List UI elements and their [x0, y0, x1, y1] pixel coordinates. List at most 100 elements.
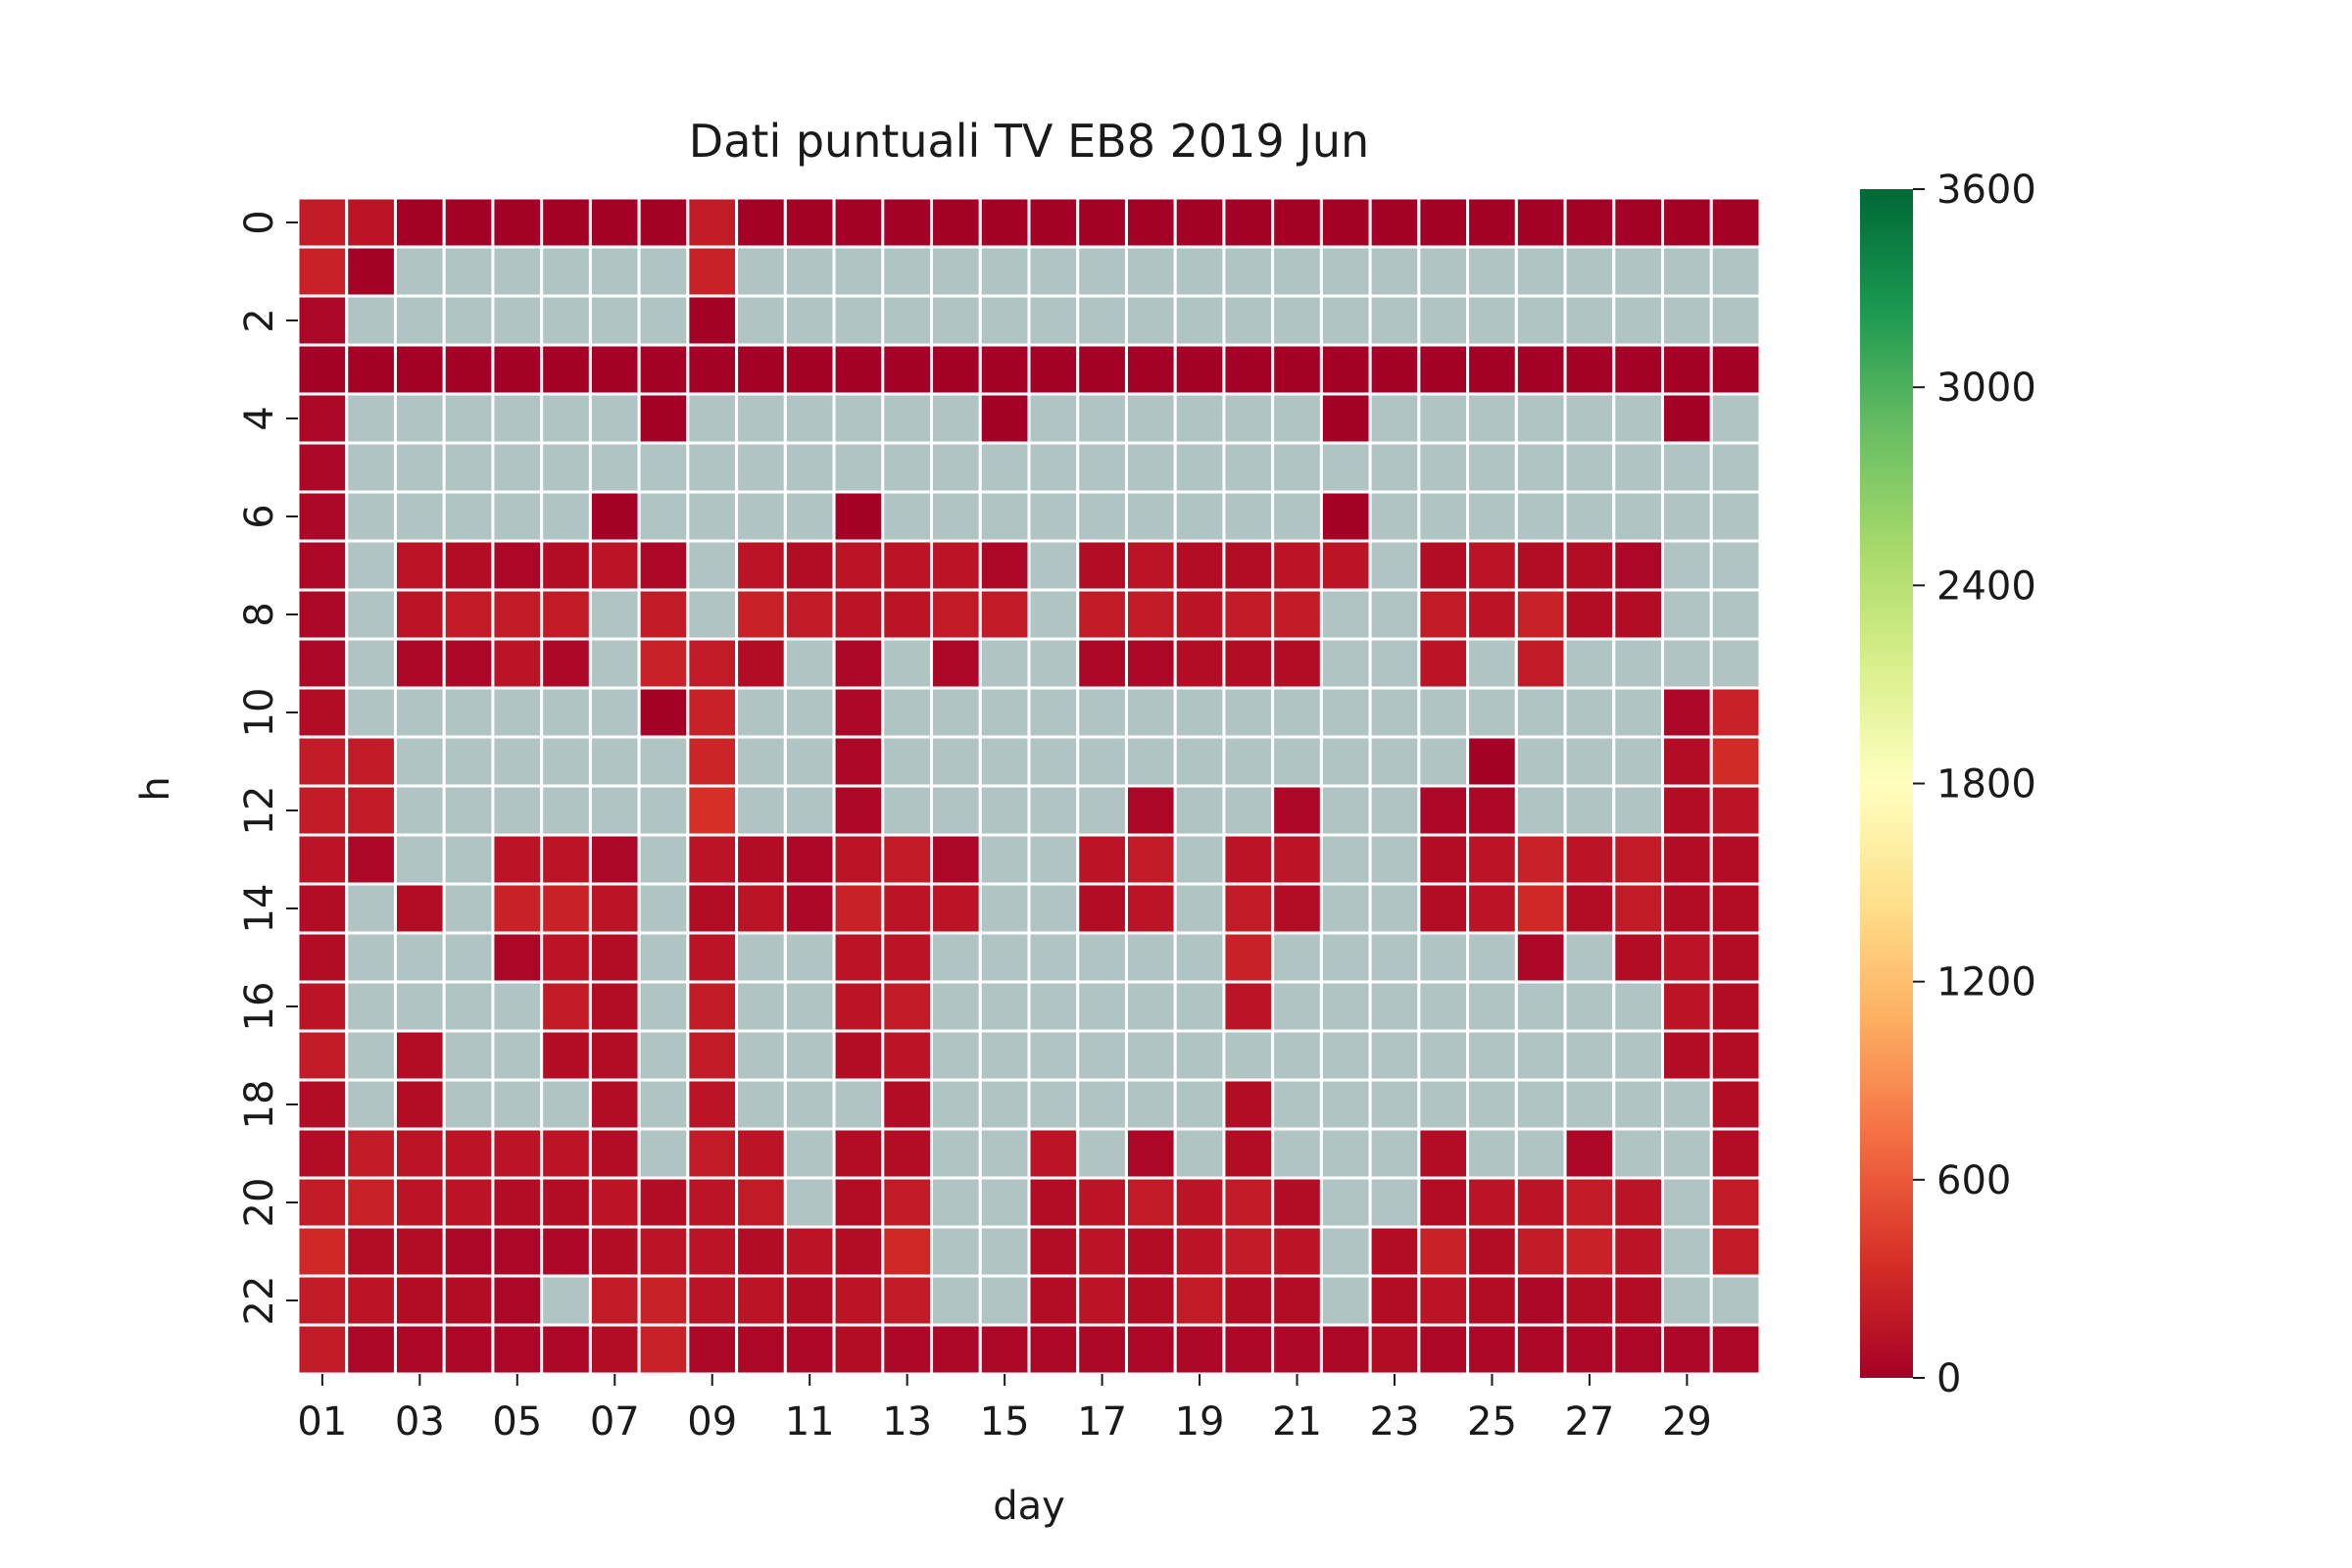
heatmap-cell: [1173, 343, 1226, 396]
heatmap-cell: [930, 1274, 982, 1327]
heatmap-cell: [881, 245, 934, 298]
heatmap-cell: [1466, 1127, 1518, 1180]
heatmap-cell: [1027, 1078, 1080, 1131]
heatmap-cell: [930, 343, 982, 396]
heatmap-cell: [930, 441, 982, 494]
heatmap-cell: [637, 392, 690, 445]
heatmap-cell: [1222, 588, 1275, 641]
heatmap-cell: [1027, 784, 1080, 837]
heatmap-cell: [832, 1029, 885, 1082]
heatmap-cell: [686, 931, 739, 984]
heatmap-cell: [1417, 1274, 1470, 1327]
heatmap-cell: [1173, 1323, 1226, 1376]
heatmap-cell: [930, 1029, 982, 1082]
heatmap-cell: [1222, 245, 1275, 298]
heatmap-cell: [1563, 686, 1616, 739]
heatmap-cell: [540, 882, 592, 935]
heatmap-cell: [686, 1323, 739, 1376]
heatmap-cell: [1709, 784, 1762, 837]
heatmap-cell: [978, 882, 1031, 935]
heatmap-cell: [637, 294, 690, 347]
colorbar-tick-label: 1800: [1936, 762, 2036, 808]
heatmap-cell: [1563, 931, 1616, 984]
heatmap-cell: [735, 588, 787, 641]
heatmap-cell: [540, 490, 592, 543]
heatmap-cell: [491, 735, 544, 788]
heatmap-cell: [1368, 686, 1421, 739]
heatmap-cell: [296, 588, 349, 641]
heatmap-cell: [1271, 1127, 1323, 1180]
heatmap-cell: [1222, 931, 1275, 984]
heatmap-cell: [1612, 539, 1665, 592]
heatmap-cell: [345, 735, 397, 788]
heatmap-cell: [1271, 588, 1323, 641]
heatmap-cell: [393, 588, 446, 641]
heatmap-cell: [1124, 1274, 1177, 1327]
heatmap-cell: [686, 196, 739, 249]
heatmap-cell: [930, 1323, 982, 1376]
heatmap-cell: [1709, 588, 1762, 641]
heatmap-cell: [1222, 784, 1275, 837]
colorbar-ticks: 0 600 1200 1800 2400 3000 3600: [1913, 168, 2036, 1401]
heatmap-cell: [881, 1225, 934, 1278]
heatmap-cell: [832, 1323, 885, 1376]
heatmap-cell: [1661, 1323, 1713, 1376]
heatmap-cell: [1514, 196, 1567, 249]
x-tick-label: 21: [1272, 1399, 1322, 1445]
heatmap-cell: [686, 1127, 739, 1180]
heatmap-cell: [1709, 1029, 1762, 1082]
heatmap-cell: [686, 637, 739, 690]
heatmap-cell: [491, 343, 544, 396]
heatmap-cell: [1027, 882, 1080, 935]
heatmap-cell: [783, 441, 836, 494]
heatmap-cell: [1124, 637, 1177, 690]
heatmap-cell: [345, 637, 397, 690]
heatmap-cell: [1319, 784, 1372, 837]
heatmap-cell: [1368, 1078, 1421, 1131]
heatmap-cell: [1661, 980, 1713, 1033]
heatmap-cell: [1612, 980, 1665, 1033]
heatmap-cell: [1173, 882, 1226, 935]
heatmap-cell: [1417, 294, 1470, 347]
heatmap-cell: [978, 1029, 1031, 1082]
heatmap-cell: [1612, 931, 1665, 984]
heatmap-cell: [1417, 686, 1470, 739]
heatmap-cell: [1027, 588, 1080, 641]
heatmap-cell: [1222, 833, 1275, 886]
heatmap-cell: [296, 1225, 349, 1278]
heatmap-cell: [1709, 637, 1762, 690]
heatmap-cell: [881, 490, 934, 543]
heatmap-cell: [881, 1127, 934, 1180]
heatmap-cell: [1466, 539, 1518, 592]
heatmap-cell: [442, 1029, 495, 1082]
heatmap-cell: [1076, 588, 1128, 641]
heatmap-cell: [783, 1323, 836, 1376]
heatmap-cell: [345, 784, 397, 837]
heatmap-cell: [1368, 588, 1421, 641]
heatmap-cell: [832, 441, 885, 494]
heatmap-cell: [393, 1225, 446, 1278]
y-tick-label: 8: [237, 602, 282, 626]
heatmap-cell: [978, 343, 1031, 396]
heatmap-cell: [1466, 196, 1518, 249]
x-tick-label: 15: [980, 1399, 1030, 1445]
heatmap-cell: [1514, 1225, 1567, 1278]
heatmap-cell: [978, 1176, 1031, 1229]
heatmap-cell: [1271, 833, 1323, 886]
heatmap-cell: [930, 1225, 982, 1278]
heatmap-cell: [637, 833, 690, 886]
heatmap-cell: [1027, 441, 1080, 494]
heatmap-cell: [1514, 392, 1567, 445]
heatmap-cell: [1514, 245, 1567, 298]
y-tick-label: 18: [237, 1080, 282, 1130]
heatmap-cell: [588, 392, 641, 445]
heatmap-cell: [393, 343, 446, 396]
heatmap-cell: [735, 686, 787, 739]
y-tick-label: 10: [237, 688, 282, 738]
heatmap-cell: [930, 833, 982, 886]
heatmap-cell: [1514, 735, 1567, 788]
heatmap-cell: [1173, 588, 1226, 641]
heatmap-cell: [1563, 1029, 1616, 1082]
heatmap-cell: [1368, 294, 1421, 347]
heatmap-cell: [1661, 833, 1713, 886]
